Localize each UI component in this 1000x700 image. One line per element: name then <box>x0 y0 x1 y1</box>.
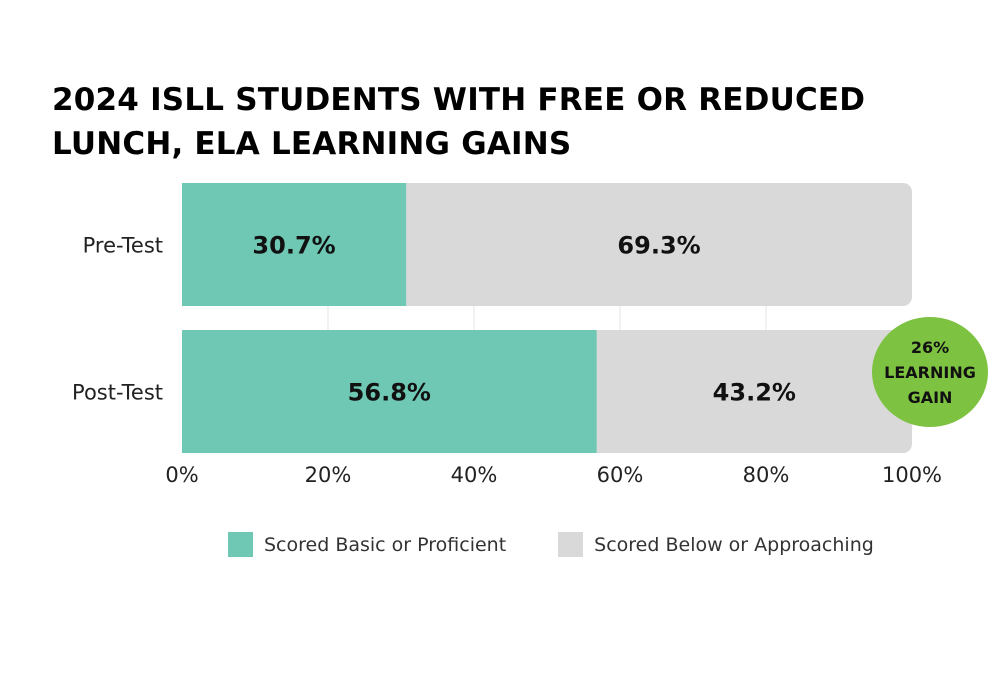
legend-swatch-basic-proficient <box>228 532 253 557</box>
legend-swatch-below-approaching <box>558 532 584 557</box>
legend-label-below-approaching: Scored Below or Approaching <box>594 533 874 556</box>
data-label-pre-test-basic-proficient: 30.7% <box>252 232 335 260</box>
data-label-post-test-below-approaching: 43.2% <box>713 379 796 407</box>
x-tick-label-60: 60% <box>597 463 644 487</box>
category-axis: Pre-Test Post-Test <box>72 234 163 405</box>
bar-post-test-basic-proficient <box>182 330 597 453</box>
chart-title: 2024 ISLL STUDENTS WITH FREE OR REDUCED … <box>52 78 952 166</box>
legend-label-basic-proficient: Scored Basic or Proficient <box>264 533 507 556</box>
data-label-pre-test-below-approaching: 69.3% <box>617 232 700 260</box>
x-tick-label-80: 80% <box>743 463 790 487</box>
chart-title-line-1: 2024 ISLL STUDENTS WITH FREE OR REDUCED <box>52 82 866 118</box>
x-axis: 0% 20% 40% 60% 80% 100% <box>165 463 942 487</box>
learning-gain-badge: 26% LEARNING GAIN <box>872 317 988 427</box>
badge-line-1: 26% <box>910 337 950 357</box>
x-tick-label-100: 100% <box>882 463 942 487</box>
x-tick-label-20: 20% <box>305 463 352 487</box>
data-label-post-test-basic-proficient: 56.8% <box>348 379 431 407</box>
legend-item-below-approaching: Scored Below or Approaching <box>558 532 874 557</box>
category-label-pre-test: Pre-Test <box>83 234 163 258</box>
legend: Scored Basic or Proficient Scored Below … <box>228 532 926 557</box>
x-tick-label-40: 40% <box>451 463 498 487</box>
bars <box>182 183 912 453</box>
chart-title-line-2: LUNCH, ELA LEARNING GAINS <box>52 126 572 162</box>
badge-line-2: LEARNING <box>884 362 976 382</box>
x-tick-label-0: 0% <box>165 463 198 487</box>
category-label-post-test: Post-Test <box>72 381 163 405</box>
badge-line-3: GAIN <box>907 387 953 407</box>
bar-pre-test-basic-proficient <box>182 183 407 306</box>
legend-item-basic-proficient: Scored Basic or Proficient <box>228 532 506 557</box>
data-labels: 30.7% 69.3% 56.8% 43.2% <box>252 232 796 407</box>
